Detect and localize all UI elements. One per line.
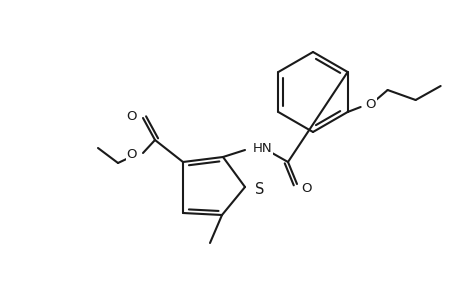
Text: O: O [365, 98, 375, 110]
Text: O: O [126, 148, 137, 161]
Text: HN: HN [252, 142, 272, 154]
Text: O: O [126, 110, 137, 124]
Text: S: S [254, 182, 264, 196]
Text: O: O [300, 182, 311, 194]
